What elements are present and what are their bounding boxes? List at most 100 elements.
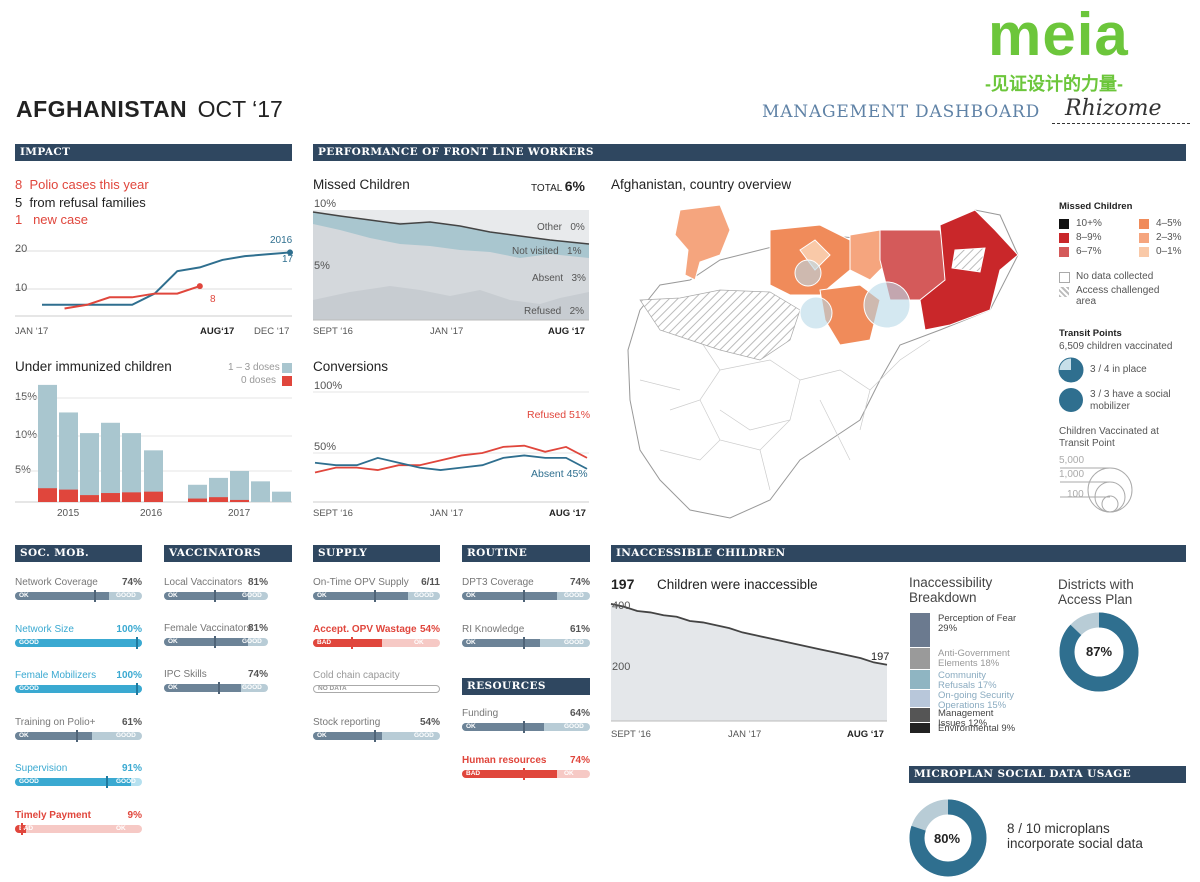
- vacc-title: Children Vaccinated at Transit Point: [1059, 426, 1159, 449]
- kpi-value: 61%: [121, 716, 142, 728]
- kpi-target-marker: [373, 590, 376, 602]
- breakdown-label: Environmental 9%: [938, 723, 1016, 734]
- ui-xlabel-2016: 2016: [140, 508, 163, 519]
- kpi-bar-rest: GOOD: [116, 592, 136, 599]
- legend-zero-label: 0 doses: [241, 375, 277, 386]
- kpi-bar-fill: OK: [164, 638, 249, 646]
- kpi-label: Funding: [462, 708, 499, 719]
- header-microplan: MICROPLAN SOCIAL DATA USAGE: [909, 766, 1186, 783]
- kpi-bar-fill: OK: [462, 723, 544, 731]
- transit-full-icon: [1059, 388, 1083, 412]
- map-region-hatched-small: [951, 247, 986, 273]
- kpi-label: IPC Skills: [164, 669, 207, 680]
- map-legend-label: 2–3%: [1156, 232, 1182, 243]
- kpi-bar: GOOD: [15, 638, 142, 647]
- legend-doses-swatch: [282, 363, 292, 373]
- kpi-bar: OK GOOD: [462, 592, 590, 600]
- kpi-value: 61%: [569, 624, 590, 635]
- kpi-value: 81%: [247, 623, 268, 634]
- kpi-bar-rest: GOOD: [242, 638, 262, 645]
- map-legend-swatch: [1139, 219, 1149, 229]
- map-legend-swatch: [1059, 247, 1069, 257]
- conv-refused-label: Refused 51%: [527, 409, 591, 421]
- conv-absent-label: Absent 45%: [531, 468, 588, 480]
- dashboard-subtitle: MANAGEMENT DASHBOARD: [762, 102, 1041, 122]
- kpi-bar: OK GOOD: [462, 639, 590, 647]
- kpi-target-marker: [218, 682, 221, 694]
- districts-donut-fill: [1059, 612, 1139, 692]
- conv-line-refused: [314, 444, 588, 474]
- kpi-label: Female Vaccinators: [164, 623, 252, 634]
- kpi-bar-fill: OK: [164, 592, 249, 600]
- kpi-bar-fill: OK: [462, 639, 541, 647]
- map-legend-swatch: [1139, 247, 1149, 257]
- impact-line-1: 8 Polio cases this year: [15, 177, 149, 192]
- kpi-label: Network Coverage: [15, 577, 98, 588]
- kpi-bar: GOOD: [15, 685, 142, 694]
- kpi-target-marker: [523, 768, 526, 780]
- impact-series-2016-end: 17: [282, 254, 294, 265]
- kpi-bar-fill: OK: [15, 731, 93, 740]
- kpi-target-marker: [75, 729, 78, 742]
- breakdown-segment: [910, 690, 930, 707]
- map-legend-swatch: [1139, 233, 1149, 243]
- kpi-bar: BAD OK: [313, 638, 440, 647]
- missed-label-absent: Absent 3%: [532, 273, 586, 284]
- kpi-target-marker: [106, 776, 109, 789]
- breakdown-segment: [910, 648, 930, 669]
- ui-bar-zero-5: [144, 491, 163, 502]
- impact-line-2: 5 from refusal families: [15, 195, 146, 210]
- ui-bar-doses-3: [101, 422, 120, 502]
- ui-ytick-10: 10%: [15, 429, 38, 441]
- kpi-value: 54%: [419, 716, 440, 728]
- kpi-value: 81%: [247, 577, 268, 588]
- kpi-bar: OK GOOD: [15, 731, 142, 740]
- kpi-bar-fill: OK: [15, 592, 109, 600]
- kpi-bar-fill: BAD: [313, 638, 382, 647]
- transit-item-1: 3 / 4 in place: [1090, 364, 1147, 375]
- missed-area-notvisited: [313, 212, 589, 258]
- ui-bar-zero-4: [122, 492, 141, 502]
- microplan-value: 80%: [934, 831, 961, 846]
- kpi-bar-fill: OK: [313, 592, 409, 600]
- brand-subtitle: -见证设计的力量-: [985, 74, 1123, 94]
- kpi-bar-nodata: NO DATA: [318, 685, 347, 693]
- vacc-scale-1000: 1,000: [1059, 469, 1085, 480]
- kpi-bar: OK GOOD: [164, 592, 268, 600]
- missed-line-top: [312, 211, 590, 245]
- kpi-label: Accept. OPV Wastage: [313, 623, 417, 635]
- inacc-xlabel-sept: SEPT ‘16: [611, 729, 651, 740]
- kpi-target-marker: [93, 590, 96, 602]
- kpi-bar: NO DATA: [313, 685, 440, 694]
- map-transit-circle-2: [799, 296, 833, 330]
- missed-ytick-5: 5%: [314, 260, 330, 272]
- kpi-bar-rest: OK: [564, 770, 574, 777]
- impact-xlabel-aug: AUG‘17: [200, 326, 235, 337]
- missed-area-refused: [313, 286, 589, 320]
- kpi-label: Timely Payment: [15, 810, 91, 821]
- map-title: Afghanistan, country overview: [611, 177, 792, 192]
- kpi-bar-rest: GOOD: [116, 778, 136, 786]
- conv-xlabel-jan: JAN ‘17: [430, 508, 464, 519]
- kpi-bar: OK GOOD: [164, 638, 268, 646]
- kpi-value: 100%: [116, 670, 142, 682]
- vacc-scale-5000: 5,000: [1059, 455, 1085, 466]
- breakdown-label: On-going Security Operations 15%: [938, 690, 1015, 711]
- impact-xlabel-dec: DEC ‘17: [254, 326, 290, 337]
- ui-bar-doses-0: [38, 384, 57, 502]
- transit-item-2: 3 / 3 have a social mobilizer: [1090, 389, 1171, 412]
- kpi-bar-fill: GOOD: [15, 778, 131, 787]
- inaccessible-text: Children were inaccessible: [657, 577, 818, 592]
- kpi-label: Network Size: [15, 623, 74, 635]
- impact-ytick-20: 20: [15, 243, 28, 255]
- kpi-bar: OK GOOD: [15, 592, 142, 600]
- ui-ytick-15: 15%: [15, 391, 38, 403]
- kpi-bar: BAD OK: [462, 770, 590, 778]
- kpi-value: 64%: [569, 708, 590, 719]
- kpi-bar-fill: BAD: [15, 825, 33, 833]
- ui-bar-doses-4: [122, 433, 141, 502]
- map-region-light-nw: [674, 204, 731, 281]
- kpi-bar-rest: GOOD: [242, 592, 262, 599]
